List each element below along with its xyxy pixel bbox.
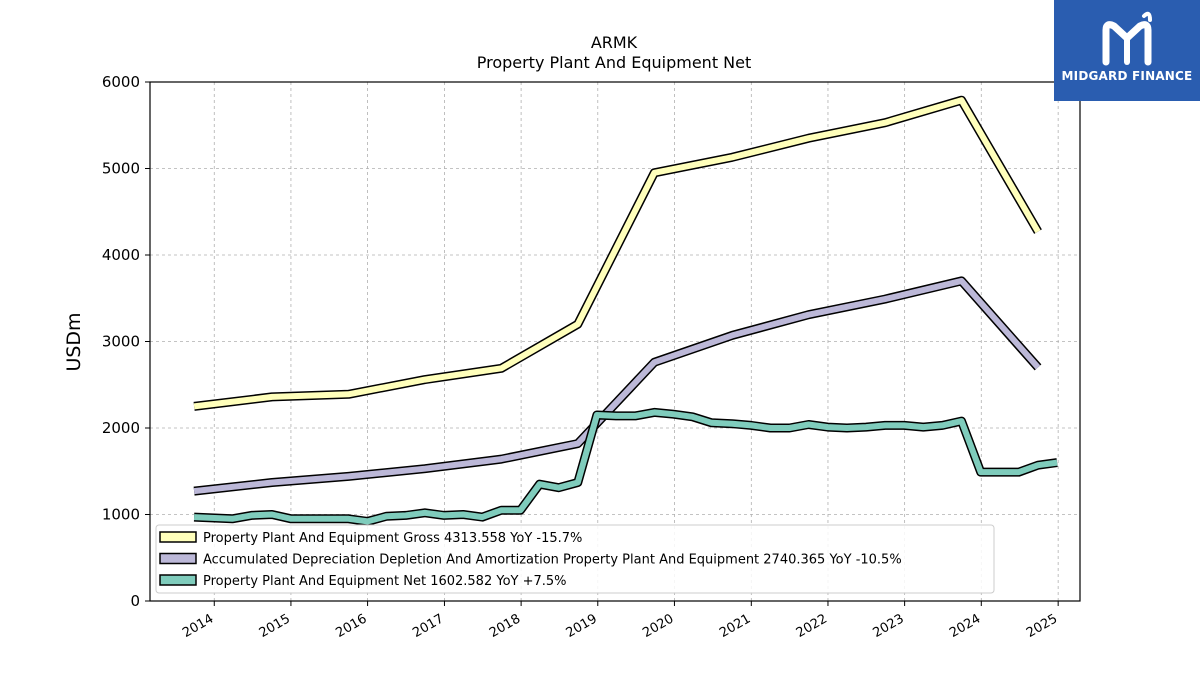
x-tick-label: 2019	[564, 611, 600, 641]
legend-entry: Accumulated Depreciation Depletion And A…	[203, 553, 902, 568]
legend-entry: Property Plant And Equipment Gross 4313.…	[203, 531, 582, 546]
y-axis-label: USDm	[63, 312, 85, 371]
x-tick-label: 2017	[410, 611, 446, 641]
legend-swatch	[159, 552, 197, 565]
brand-name: MIDGARD FINANCE	[1061, 69, 1193, 83]
legend: Property Plant And Equipment Gross 4313.…	[155, 524, 995, 594]
chart-subtitle: Property Plant And Equipment Net	[477, 53, 752, 72]
midgard-m-logo-icon	[1102, 11, 1152, 66]
series-line-fill	[193, 97, 1041, 410]
x-tick-label: 2015	[257, 611, 293, 641]
grid	[150, 81, 1080, 602]
legend-swatch	[159, 574, 197, 586]
legend-box	[155, 524, 995, 594]
x-tick-label: 2022	[794, 611, 830, 641]
x-tick-label: 2021	[717, 611, 753, 641]
x-axis: 2014 2015 2016 2017 2018 2019 2020 2021 2022 2023…	[180, 601, 1060, 641]
y-tick-label: 0	[130, 592, 140, 610]
legend-swatch	[159, 531, 197, 543]
series-line-fill	[193, 277, 1041, 495]
x-tick-label: 2018	[487, 611, 523, 641]
y-tick-label: 6000	[102, 73, 140, 91]
chart-title: ARMK	[591, 33, 638, 52]
y-tick-label: 1000	[102, 506, 140, 524]
x-tick-label: 2023	[870, 611, 906, 641]
brand-logo: MIDGARD FINANCE	[1054, 0, 1200, 101]
x-tick-label: 2025	[1024, 611, 1060, 641]
y-axis: 0 1000 2000 3000 4000 5000 6000	[102, 73, 150, 610]
series-line-fill	[193, 409, 1058, 525]
y-tick-label: 5000	[102, 160, 140, 178]
y-tick-label: 3000	[102, 333, 140, 351]
series-lines	[193, 95, 1058, 526]
y-tick-label: 2000	[102, 419, 140, 437]
x-tick-label: 2024	[947, 611, 983, 641]
x-tick-label: 2016	[333, 611, 369, 641]
series-3-line	[193, 407, 1058, 526]
legend-entry: Property Plant And Equipment Net 1602.58…	[203, 574, 567, 589]
series-1-line	[193, 95, 1042, 411]
series-2-line	[193, 276, 1042, 496]
x-tick-label: 2020	[640, 611, 676, 641]
y-tick-label: 4000	[102, 246, 140, 264]
series-line-outline	[193, 276, 1042, 496]
x-tick-label: 2014	[180, 611, 216, 641]
